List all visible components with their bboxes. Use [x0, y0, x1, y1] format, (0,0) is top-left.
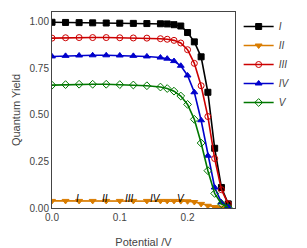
svg-text:0.25: 0.25: [30, 156, 50, 167]
svg-text:0.50: 0.50: [30, 109, 50, 120]
svg-text:V: V: [177, 193, 185, 204]
svg-text:IV: IV: [279, 78, 290, 89]
svg-text:0.75: 0.75: [30, 63, 50, 74]
svg-text:Quantum Yield: Quantum Yield: [10, 74, 22, 146]
svg-text:Potential /V: Potential /V: [115, 236, 172, 248]
svg-text:1.00: 1.00: [30, 16, 50, 27]
svg-text:0.2: 0.2: [181, 212, 195, 223]
svg-text:V: V: [279, 97, 287, 108]
svg-text:I: I: [279, 21, 282, 32]
svg-text:III: III: [279, 59, 288, 70]
svg-text:0.00: 0.00: [30, 203, 50, 214]
svg-text:0.0: 0.0: [45, 212, 59, 223]
svg-text:0.1: 0.1: [113, 212, 127, 223]
svg-text:II: II: [279, 40, 285, 51]
svg-text:IV: IV: [150, 193, 161, 204]
svg-text:I: I: [76, 193, 79, 204]
svg-text:III: III: [125, 193, 134, 204]
svg-text:II: II: [102, 193, 108, 204]
